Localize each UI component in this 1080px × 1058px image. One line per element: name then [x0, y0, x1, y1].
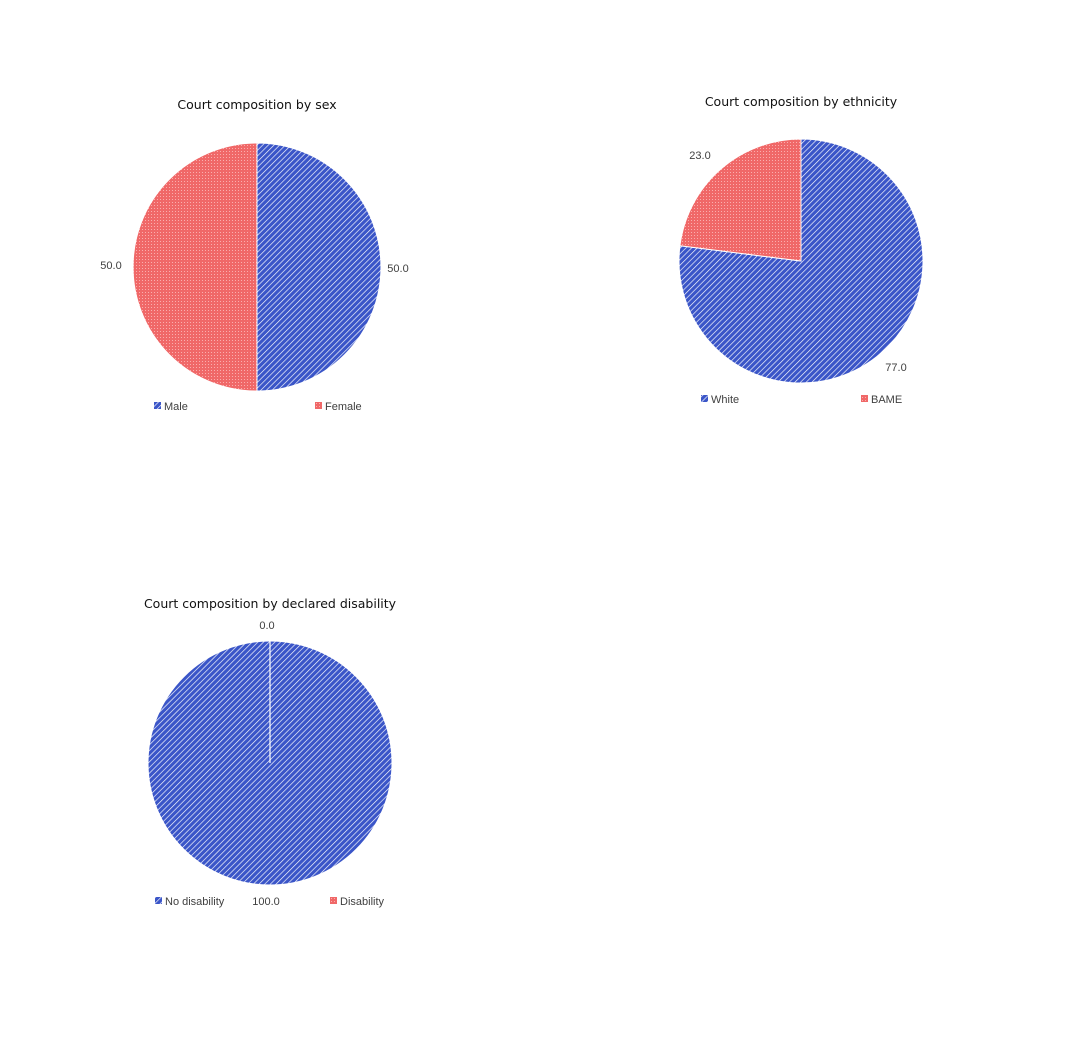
legend-label-bame: BAME [871, 394, 902, 406]
data-label-white: 77.0 [885, 362, 906, 374]
chart-ethnicity: Court composition by ethnicity 77.0 23.0… [678, 94, 924, 406]
data-label-no-disability: 100.0 [252, 896, 280, 908]
legend-label-no-disability: No disability [165, 896, 225, 908]
legend-swatch-no-disability [155, 897, 162, 904]
legend-label-disability: Disability [340, 896, 385, 908]
pie-slices [132, 142, 382, 392]
chart-title: Court composition by declared disability [144, 596, 397, 611]
data-label-bame: 23.0 [689, 150, 710, 162]
legend: No disability Disability [155, 896, 385, 908]
data-label-male: 50.0 [387, 263, 408, 275]
pie-slices [147, 640, 393, 886]
pie-slices [678, 138, 924, 384]
legend-swatch-white [701, 395, 708, 402]
legend-swatch-bame [861, 395, 868, 402]
chart-disability: Court composition by declared disability… [144, 596, 397, 908]
legend: White BAME [701, 394, 902, 406]
chart-sex: Court composition by sex 50.0 50.0 Male … [100, 97, 408, 413]
legend-swatch-female [315, 402, 322, 409]
data-label-disability: 0.0 [259, 620, 274, 632]
pie-slice-female [132, 142, 258, 392]
pie-slice-male [256, 142, 382, 392]
legend-label-male: Male [164, 401, 188, 413]
pie-slice-bame [679, 138, 802, 262]
legend-swatch-male [154, 402, 161, 409]
legend-label-female: Female [325, 401, 362, 413]
legend: Male Female [154, 401, 362, 413]
data-label-female: 50.0 [100, 260, 121, 272]
chart-title: Court composition by ethnicity [705, 94, 898, 109]
legend-label-white: White [711, 394, 739, 406]
legend-swatch-disability [330, 897, 337, 904]
chart-title: Court composition by sex [177, 97, 336, 112]
